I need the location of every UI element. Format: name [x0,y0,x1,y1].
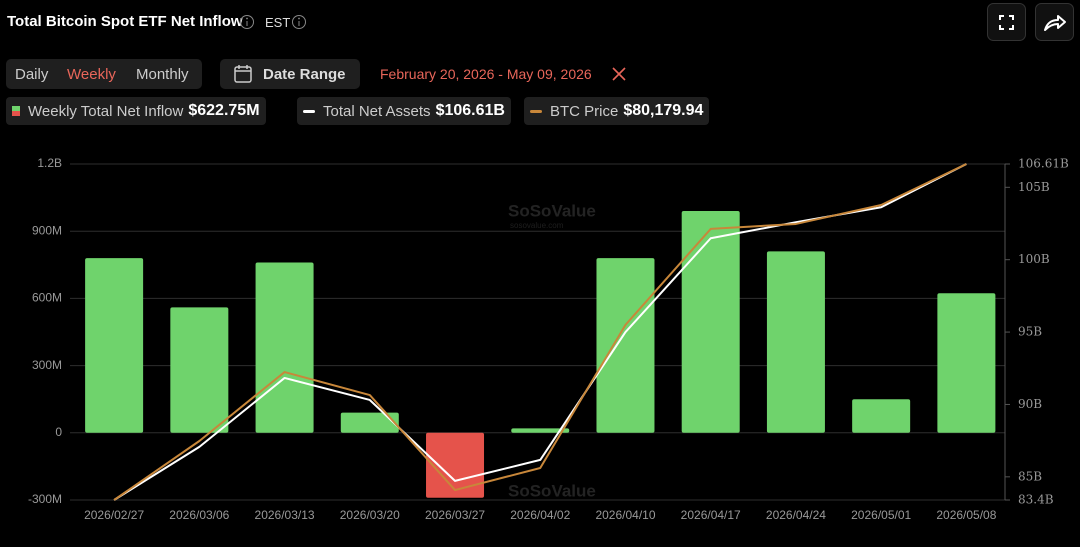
bar [766,251,825,433]
info-icon[interactable] [239,14,255,30]
watermark-text: SoSoValue [508,481,596,500]
bar [170,307,229,433]
legend-item[interactable]: Total Net Assets $106.61B [297,97,511,125]
y-tick-label: -300M [28,492,62,506]
watermark-text: SoSoValue [508,201,596,220]
calendar-icon [234,65,252,83]
timezone: EST [265,15,291,30]
bar [937,293,996,433]
legend-item[interactable]: BTC Price $80,179.94 [524,97,710,125]
y2-tick-label: 83.4B [1018,493,1054,507]
y2-tick-label: 100B [1018,252,1050,266]
watermark-url: sosovalue.com [510,221,564,230]
tab-group [6,59,202,89]
date-range-label: Date Range [263,66,346,83]
y2-tick-label: 106.61B [1018,157,1069,171]
legend-label: Weekly Total Net Inflow [28,102,184,120]
y2-tick-label: 105B [1018,180,1050,194]
y2-tick-label: 90B [1018,397,1042,411]
bar [596,258,655,433]
x-tick-label: 2026/04/17 [681,508,741,522]
legend-label: Total Net Assets [323,102,431,120]
x-tick-label: 2026/04/02 [510,508,570,522]
x-tick-label: 2026/02/27 [84,508,144,522]
x-tick-label: 2026/04/10 [595,508,655,522]
bar [426,432,485,498]
clear-button[interactable] [611,66,627,82]
legend-marker [530,109,542,113]
line [113,163,967,501]
x-tick-label: 2026/03/06 [169,508,229,522]
legend-marker [303,109,315,113]
y-tick-label: 0 [55,425,62,439]
tab[interactable]: Monthly [136,66,189,83]
x-tick-label: 2026/05/08 [936,508,996,522]
bar [852,399,911,433]
legend-marker [12,106,20,116]
y-tick-label: 300M [32,358,62,372]
y-tick-label: 900M [32,223,62,237]
y2-tick-label: 95B [1018,325,1042,339]
y2-tick-label: 85B [1018,469,1042,483]
legend-item[interactable]: Weekly Total Net Inflow $622.75M [6,97,266,125]
x-tick-label: 2026/03/20 [340,508,400,522]
legend-value: $80,179.94 [623,102,704,119]
tab[interactable]: Daily [15,66,49,83]
y-tick-label: 600M [32,291,62,305]
date-range-button[interactable] [220,59,360,89]
legend-value: $622.75M [188,102,260,119]
x-tick-label: 2026/03/13 [255,508,315,522]
watermark: SoSoValue sosovalue.com SoSoValue [508,201,596,500]
tab-active[interactable]: Weekly [67,66,116,83]
title: Total Bitcoin Spot ETF Net Inflow [7,13,243,30]
x-tick-label: 2026/04/24 [766,508,826,522]
y-tick-label: 1.2B [37,156,62,170]
bar [681,211,740,433]
x-tick-label: 2026/05/01 [851,508,911,522]
bar [85,258,144,433]
fullscreen-button[interactable] [987,3,1027,41]
date-range: February 20, 2026 - May 09, 2026 [380,66,592,82]
legend-value: $106.61B [435,102,505,119]
bar [511,428,570,433]
info-icon[interactable] [291,14,307,30]
share-button[interactable] [1035,3,1075,41]
bar [255,262,314,433]
bar [340,412,399,433]
legend-label: BTC Price [550,102,619,120]
x-tick-label: 2026/03/27 [425,508,485,522]
